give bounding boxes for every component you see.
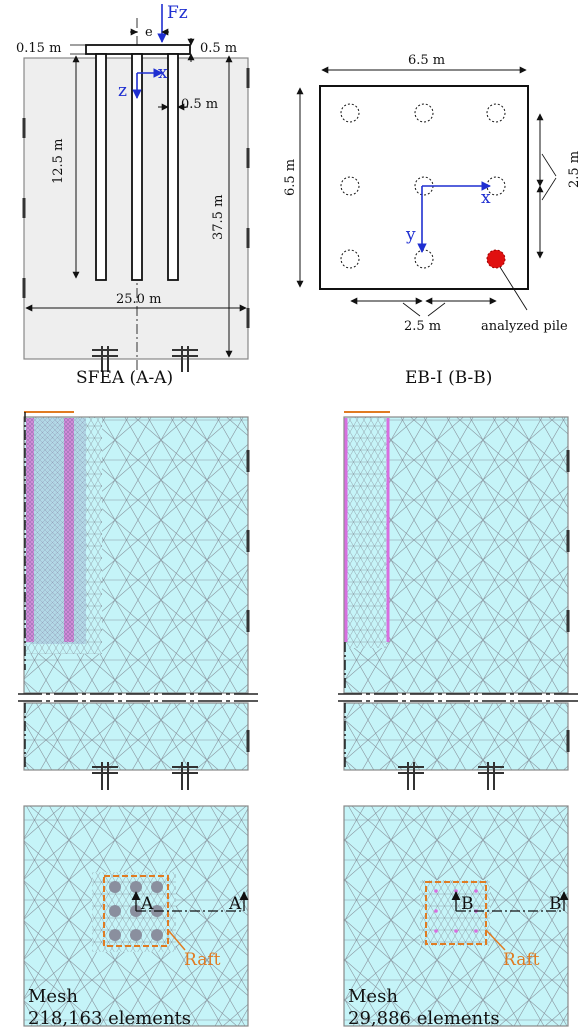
sfea-pile-markers <box>109 881 163 941</box>
pile-left <box>95 53 107 281</box>
sfea-plan-mesh: A A Raft Mesh 218,163 elements <box>23 805 249 1027</box>
raft-size-left-label: 6.5 m <box>283 159 298 196</box>
raft-size-top-label: 6.5 m <box>408 53 445 68</box>
load-label: Fz <box>167 3 188 23</box>
sfea-element-count: 218,163 elements <box>28 1008 191 1027</box>
sfea-pile-1 <box>26 418 34 642</box>
analyzed-pile <box>486 249 506 269</box>
raft <box>85 44 191 55</box>
sfea-mesh-label: Mesh <box>28 986 78 1007</box>
sfea-pile-zone <box>30 418 86 644</box>
plan-axis-y-label: y <box>405 225 416 245</box>
pile-right <box>167 53 179 281</box>
ebi-section-mark-1: B <box>461 894 474 914</box>
sfea-mesh-lower <box>23 702 249 771</box>
boundary-supports <box>22 68 250 328</box>
pile-diameter-label: 0.5 m <box>181 97 218 112</box>
elevation-diagram: Fz e x z 0.15 m 0.5 m 0.5 m 12.5 m 37.5 … <box>16 3 250 372</box>
pile-length-label: 12.5 m <box>51 139 66 184</box>
domain-width-label: 25.0 m <box>116 292 161 307</box>
spacing-bottom-label: 2.5 m <box>404 319 441 334</box>
sfea-section-mark-1: A <box>140 894 154 914</box>
ebi-mesh-label: Mesh <box>348 986 398 1007</box>
axis-x-label: x <box>158 63 168 83</box>
ebi-raft-outline <box>425 881 487 945</box>
ebi-section: EB-I (B-B) <box>338 368 578 790</box>
plan-axis-x-label: x <box>481 188 491 208</box>
sfea-section-mark-2: A <box>228 894 242 914</box>
pile-center <box>131 53 143 281</box>
sfea-section: SFEA (A-A) <box>18 368 258 790</box>
ebi-plan-mesh: B B Raft Mesh 29,886 elements <box>343 805 569 1027</box>
sfea-pile-2 <box>64 418 74 642</box>
ebi-raft-label: Raft <box>503 950 540 970</box>
sfea-raft-label: Raft <box>184 950 221 970</box>
bottom-supports <box>92 346 198 372</box>
domain-depth-label: 37.5 m <box>211 195 226 240</box>
ebi-section-mark-2: B <box>549 894 562 914</box>
spacing-right-label: 2.5 m <box>567 151 582 188</box>
eccentricity-label: e <box>145 25 153 40</box>
ebi-title: EB-I (B-B) <box>405 368 492 388</box>
axis-z-label: z <box>118 81 127 101</box>
sfea-title: SFEA (A-A) <box>76 368 173 388</box>
analyzed-pile-label: analyzed pile <box>481 319 568 334</box>
raft-thickness-label: 0.15 m <box>16 41 61 56</box>
ebi-mesh-lower <box>343 702 569 771</box>
ebi-element-count: 29,886 elements <box>348 1008 500 1027</box>
plan-diagram: 6.5 m 6.5 m x y 2.5 m 2.5 m analyzed pil… <box>283 53 582 334</box>
raft-overhang-label: 0.5 m <box>200 41 237 56</box>
